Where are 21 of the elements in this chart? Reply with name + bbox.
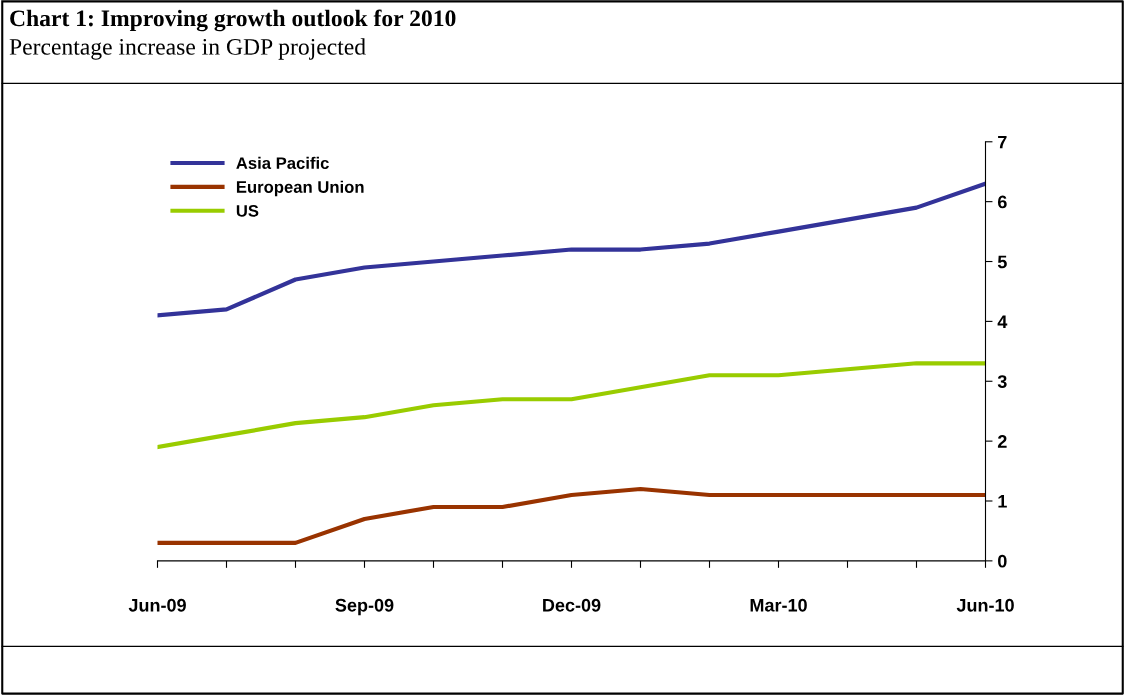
- x-tick-label: Sep-09: [335, 598, 394, 616]
- y-tick-label: 2: [997, 435, 1007, 448]
- legend-label: US: [236, 204, 259, 217]
- legend-label: Asia Pacific: [236, 156, 329, 170]
- line-series: [157, 181, 986, 318]
- x-tick-label: Jun-10: [956, 598, 1014, 612]
- y-tick-label: 7: [998, 135, 1007, 149]
- y-tick-label: 3: [997, 375, 1007, 388]
- y-tick-label: 6: [997, 195, 1007, 209]
- x-tick-label: Mar-10: [750, 598, 807, 612]
- chart-title: Chart 1: Improving growth outlook for 2010: [10, 9, 456, 32]
- y-tick-label: 4: [997, 315, 1008, 328]
- y-tick-label: 1: [998, 495, 1007, 508]
- x-tick-label: Dec-09: [543, 598, 601, 612]
- line-series: [157, 486, 986, 545]
- y-tick-label: 0: [998, 554, 1007, 568]
- chart-subtitle: Percentage increase in GDP projected: [9, 38, 366, 60]
- x-tick-label: Jun-09: [128, 598, 186, 612]
- y-tick-label: 5: [997, 255, 1007, 269]
- line-series: [157, 361, 986, 450]
- legend-label: European Union: [236, 180, 364, 197]
